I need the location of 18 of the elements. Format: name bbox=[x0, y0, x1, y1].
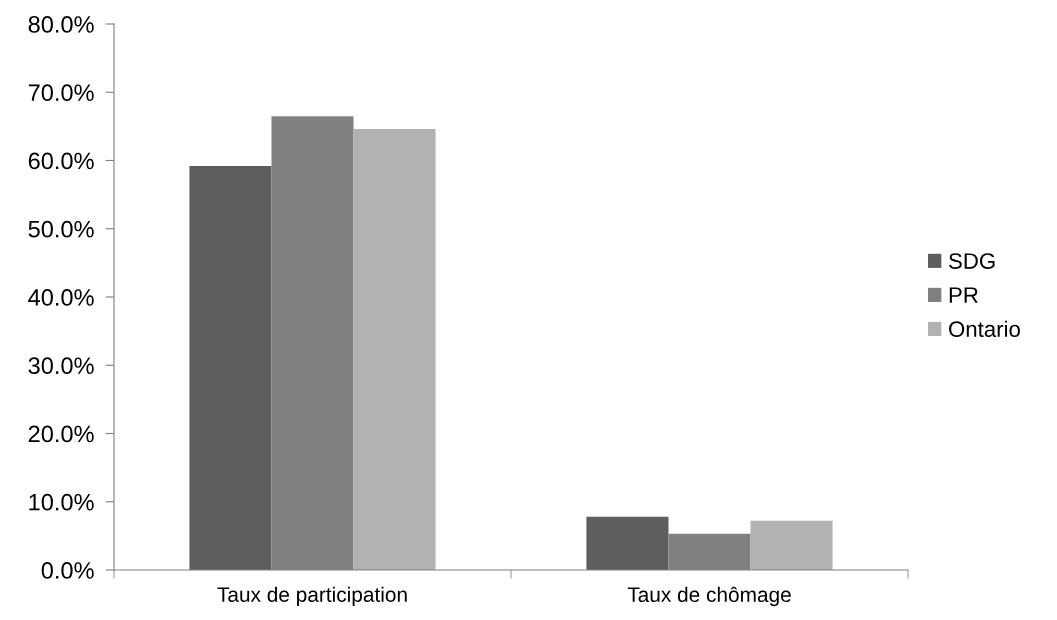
bar bbox=[586, 516, 669, 570]
y-tick-label: 80.0% bbox=[28, 16, 94, 33]
x-tick-label: Taux de chômage bbox=[627, 586, 791, 607]
x-tick-label: Taux de participation bbox=[217, 586, 407, 607]
bar bbox=[189, 165, 272, 570]
y-tick-label: 60.0% bbox=[28, 152, 94, 170]
bar bbox=[750, 520, 833, 570]
legend-label: PR bbox=[949, 287, 978, 303]
y-tick-label: 40.0% bbox=[28, 289, 94, 306]
y-tick-label: 50.0% bbox=[28, 220, 94, 238]
legend-label: Ontario bbox=[949, 320, 1020, 338]
bar bbox=[353, 129, 436, 570]
y-tick-label: 30.0% bbox=[28, 357, 94, 375]
legend-label: SDG bbox=[949, 253, 995, 269]
y-tick-label: 20.0% bbox=[28, 425, 94, 443]
y-tick-label: 0.0% bbox=[41, 562, 94, 579]
y-tick-label: 70.0% bbox=[28, 84, 94, 102]
y-tick-label: 10.0% bbox=[29, 493, 94, 511]
